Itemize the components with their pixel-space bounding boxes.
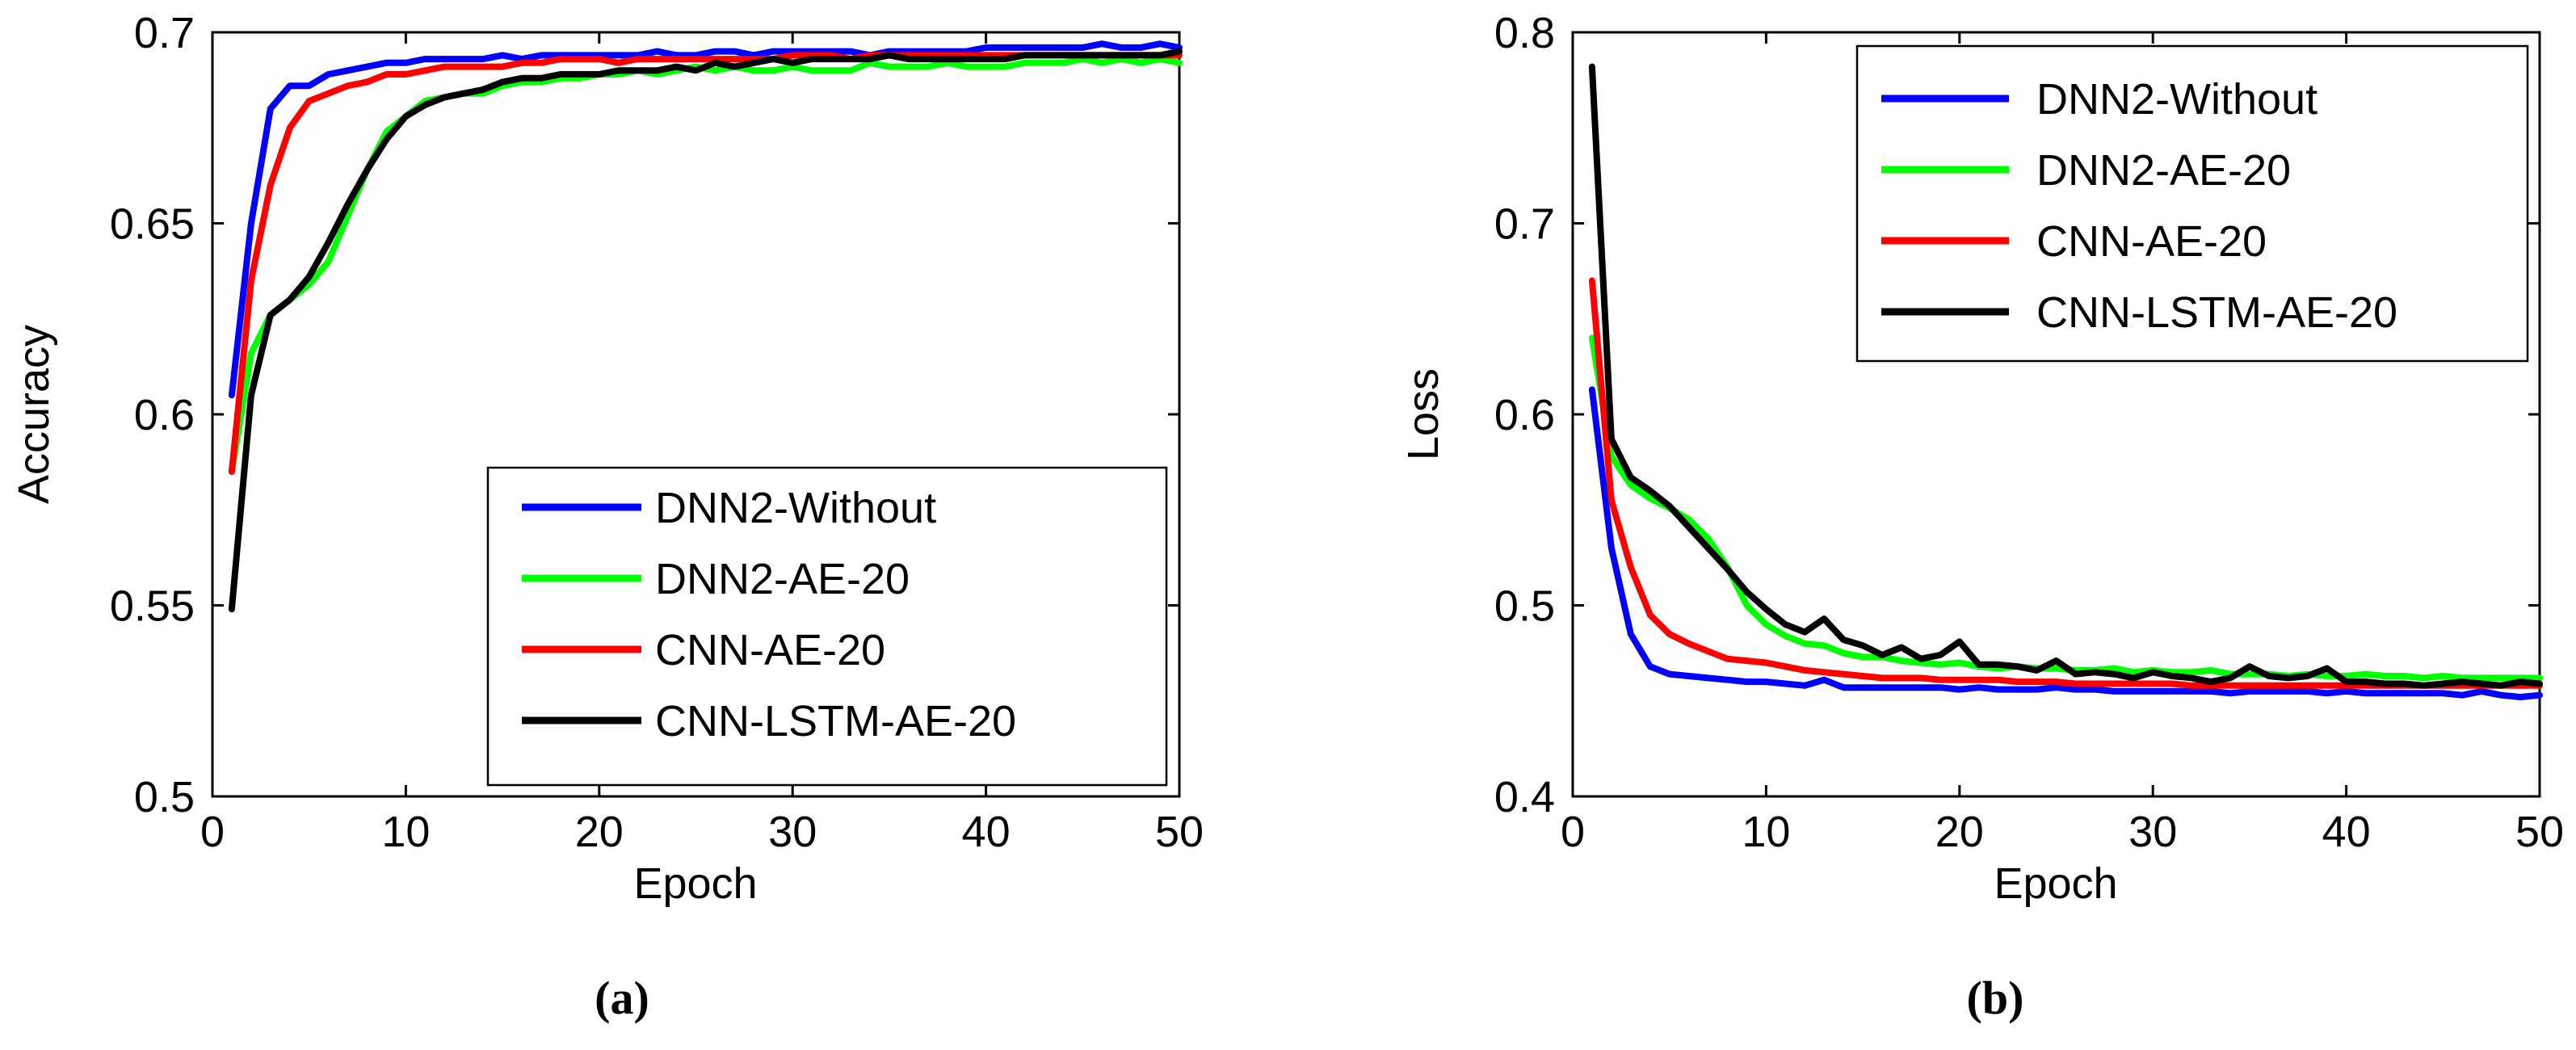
ytick-label-b-4: 0.8 — [1494, 9, 1555, 57]
xtick-label-b-4: 40 — [2322, 808, 2371, 856]
xtick-label-a-3: 30 — [768, 808, 817, 856]
yticks-a: 0.5 0.55 0.6 0.65 0.7 — [110, 9, 1179, 821]
ylabel-b: Loss — [1399, 368, 1448, 460]
ytick-label-a-4: 0.7 — [134, 9, 195, 57]
series-line-a-dnn2-without — [228, 40, 1183, 399]
panel-label-b: (b) — [1967, 972, 2024, 1024]
chart-loss: 0.4 0.5 0.6 0.7 0.8 0 10 20 30 40 50 Epoch Loss (… — [1399, 9, 2564, 1024]
ytick-label-a-1: 0.55 — [110, 582, 195, 631]
series-line-b-cnn-lstm-ae-20 — [1588, 63, 2543, 689]
ytick-label-b-2: 0.6 — [1494, 391, 1555, 439]
legend-a: DNN2-Without DNN2-AE-20 CNN-AE-20 CNN-LSTM-… — [486, 466, 1168, 787]
xtick-label-b-0: 0 — [1561, 808, 1585, 856]
yticks-b: 0.4 0.5 0.6 0.7 0.8 — [1494, 9, 2540, 821]
legend-label-a-3: CNN-LSTM-AE-20 — [655, 697, 1016, 746]
legend-label-b-1: DNN2-AE-20 — [2036, 146, 2291, 195]
chart-accuracy: 0.5 0.55 0.6 0.65 0.7 0 10 20 30 40 50 Epoch Accu… — [10, 9, 1204, 1024]
legend-label-b-3: CNN-LSTM-AE-20 — [2036, 288, 2397, 337]
ytick-label-b-0: 0.4 — [1494, 773, 1555, 821]
xlabel-b: Epoch — [1994, 859, 2117, 908]
legend-label-a-2: CNN-AE-20 — [655, 626, 885, 674]
ytick-label-a-3: 0.65 — [110, 200, 195, 249]
xtick-label-a-0: 0 — [200, 808, 225, 856]
xtick-label-b-1: 10 — [1742, 808, 1790, 856]
lines-a — [228, 40, 1183, 613]
xticks-b: 0 10 20 30 40 50 — [1561, 32, 2564, 856]
series-line-a-cnn-lstm-ae-20 — [228, 48, 1183, 613]
xtick-label-a-1: 10 — [381, 808, 430, 856]
xtick-label-a-4: 40 — [962, 808, 1011, 856]
xticks-a: 0 10 20 30 40 50 — [200, 32, 1204, 856]
panel-label-a: (a) — [595, 972, 649, 1024]
ytick-label-a-0: 0.5 — [134, 773, 195, 821]
ylabel-a: Accuracy — [10, 325, 58, 504]
xtick-label-b-2: 20 — [1935, 808, 1984, 856]
legend-label-b-0: DNN2-Without — [2036, 75, 2318, 124]
xlabel-a: Epoch — [633, 859, 757, 908]
legend-b: DNN2-Without DNN2-AE-20 CNN-AE-20 CNN-LSTM-… — [1855, 44, 2529, 363]
legend-box-a — [486, 466, 1168, 787]
legend-label-b-2: CNN-AE-20 — [2036, 217, 2267, 266]
ytick-label-b-1: 0.5 — [1494, 582, 1555, 631]
legend-label-a-1: DNN2-AE-20 — [655, 555, 910, 603]
xtick-label-a-2: 20 — [575, 808, 624, 856]
xtick-label-b-3: 30 — [2128, 808, 2177, 856]
ytick-label-b-3: 0.7 — [1494, 200, 1555, 249]
ytick-label-a-2: 0.6 — [134, 391, 195, 439]
lines-b — [1588, 63, 2543, 700]
legend-label-a-0: DNN2-Without — [655, 484, 936, 532]
xtick-label-b-5: 50 — [2515, 808, 2564, 856]
series-line-b-dnn2-without — [1588, 386, 2543, 700]
xtick-label-a-5: 50 — [1155, 808, 1204, 856]
